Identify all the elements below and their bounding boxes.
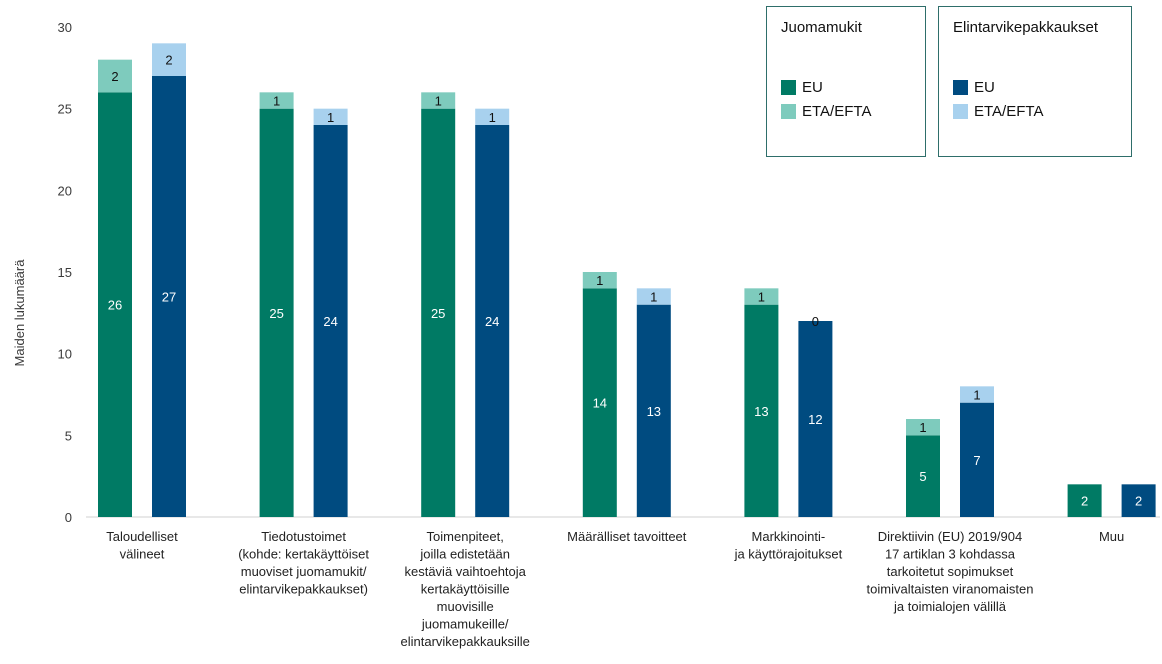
legend-juomamukit: Juomamukit EU ETA/EFTA	[766, 6, 926, 157]
bar-segment	[259, 108, 294, 518]
bar-segment	[259, 92, 294, 109]
bar-segment	[1067, 484, 1102, 517]
legend-elintarvikepakkaukset: Elintarvikepakkaukset EU ETA/EFTA	[938, 6, 1132, 157]
category-label: Direktiivin (EU) 2019/904 17 artiklan 3 k…	[867, 529, 1034, 614]
data-label: 1	[758, 290, 765, 305]
data-label: 1	[919, 420, 926, 435]
bar-segment	[313, 125, 348, 517]
bar-segment	[906, 419, 940, 436]
legend-item-eta-efta: ETA/EFTA	[781, 103, 871, 120]
category-label: Markkinointi-ja käyttörajoitukset	[734, 529, 843, 562]
data-label: 1	[273, 94, 280, 109]
data-label: 13	[754, 404, 768, 419]
data-label: 27	[162, 290, 176, 305]
data-label: 24	[323, 314, 337, 329]
y-tick-label: 15	[58, 265, 72, 280]
legend-item-eu: EU	[781, 79, 823, 96]
legend-swatch	[781, 104, 796, 119]
bar-segment	[906, 435, 940, 517]
y-tick-label: 0	[65, 510, 72, 525]
bar-segment	[475, 125, 510, 517]
data-label: 1	[650, 290, 657, 305]
data-label: 24	[485, 314, 499, 329]
data-label: 25	[431, 306, 445, 321]
data-label: 1	[596, 273, 603, 288]
y-tick-label: 20	[58, 183, 72, 198]
bar-segment	[475, 108, 510, 125]
legend-label: ETA/EFTA	[802, 103, 872, 120]
y-axis-ticks: 0 5 10 15 20 25 30	[58, 20, 72, 525]
data-label: 2	[111, 69, 118, 84]
bar-segment	[960, 386, 994, 403]
category-label: Määrälliset tavoitteet	[567, 529, 687, 544]
data-label: 1	[435, 94, 442, 109]
data-label: 2	[1135, 494, 1142, 509]
category-label: Muu	[1099, 529, 1124, 544]
category-labels: Taloudelliset välineet Tiedotustoimet (kohd…	[106, 529, 1124, 649]
data-label: 2	[165, 53, 172, 68]
legend-title: Elintarvikepakkaukset	[953, 19, 1099, 36]
bar-segment	[582, 288, 617, 517]
legend-label: EU	[974, 79, 995, 96]
bar-segment	[960, 402, 994, 517]
data-label: 0	[812, 314, 819, 329]
bar-segment	[744, 304, 779, 517]
bar-segment	[152, 76, 186, 517]
bar-segment	[421, 108, 456, 518]
y-tick-label: 30	[58, 20, 72, 35]
bar-segment	[636, 304, 671, 517]
y-tick-label: 10	[58, 347, 72, 362]
legend-title: Juomamukit	[781, 19, 862, 36]
category-label: Toimenpiteet, joilla edistetään kestäviä v…	[401, 529, 530, 649]
bar-segment	[636, 288, 671, 305]
legend-item-eta-efta: ETA/EFTA	[953, 103, 1043, 120]
data-label: 14	[593, 396, 607, 411]
bar-segment	[98, 92, 132, 517]
bar-segment	[98, 59, 132, 93]
data-label: 7	[973, 453, 980, 468]
data-label: 12	[808, 412, 822, 427]
category-label: Taloudelliset välineet	[106, 529, 178, 562]
data-label: 5	[919, 469, 926, 484]
y-tick-label: 5	[65, 428, 72, 443]
legend-swatch	[781, 80, 796, 95]
y-tick-label: 25	[58, 102, 72, 117]
bar-segment	[421, 92, 456, 109]
data-label: 1	[327, 110, 334, 125]
data-label: 13	[647, 404, 661, 419]
bar-segment	[798, 321, 833, 517]
data-label: 1	[489, 110, 496, 125]
data-label: 2	[1081, 494, 1088, 509]
y-axis-label: Maiden lukumäärä	[12, 259, 27, 367]
category-label: Tiedotustoimet (kohde: kertakäyttöiset muo…	[238, 529, 369, 597]
legend-item-eu: EU	[953, 79, 995, 96]
legend-label: EU	[802, 79, 823, 96]
bar-segment	[152, 43, 186, 76]
data-label: 26	[108, 298, 122, 313]
bar-segment	[582, 272, 617, 289]
data-label: 25	[269, 306, 283, 321]
bar-segment	[1121, 484, 1156, 517]
legend-swatch	[953, 104, 968, 119]
bar-segment	[744, 288, 779, 305]
data-label: 1	[973, 388, 980, 403]
legend-swatch	[953, 80, 968, 95]
legend-label: ETA/EFTA	[974, 103, 1044, 120]
bar-segment	[313, 108, 348, 125]
